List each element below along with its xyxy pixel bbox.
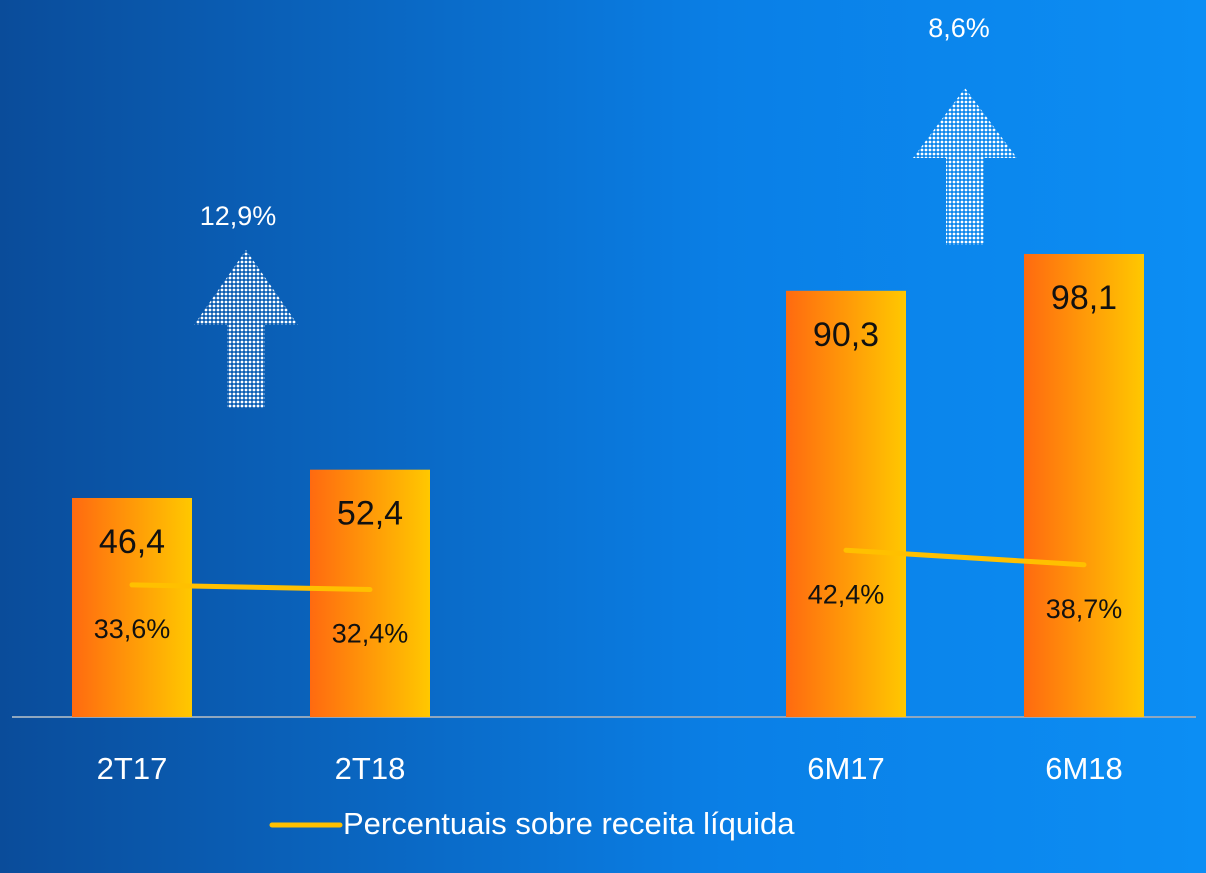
line-value-label: 33,6% — [94, 614, 171, 644]
bar — [310, 469, 430, 717]
bar — [786, 290, 906, 717]
bar-value-label: 90,3 — [813, 316, 879, 354]
line-value-label: 32,4% — [332, 619, 409, 649]
line — [843, 547, 1087, 568]
growth-arrow — [194, 250, 298, 408]
line — [129, 582, 373, 593]
bar-value-label: 52,4 — [337, 495, 403, 533]
line-value-label: 38,7% — [1046, 594, 1123, 624]
line-value-label: 42,4% — [808, 579, 885, 609]
bar-value-label: 46,4 — [99, 523, 165, 561]
x-tick-label: 2T18 — [335, 751, 406, 786]
bar-value-label: 98,1 — [1051, 279, 1117, 317]
growth-arrow — [913, 88, 1017, 245]
x-tick-label: 6M18 — [1045, 751, 1123, 786]
annotation: 8,6% — [928, 13, 990, 43]
annotation: 12,9% — [200, 201, 277, 231]
bar — [72, 497, 192, 717]
x-tick-label: 2T17 — [97, 751, 168, 786]
bar — [1024, 253, 1144, 717]
legend-label: Percentuais sobre receita líquida — [343, 806, 795, 841]
x-tick-label: 6M17 — [807, 751, 885, 786]
